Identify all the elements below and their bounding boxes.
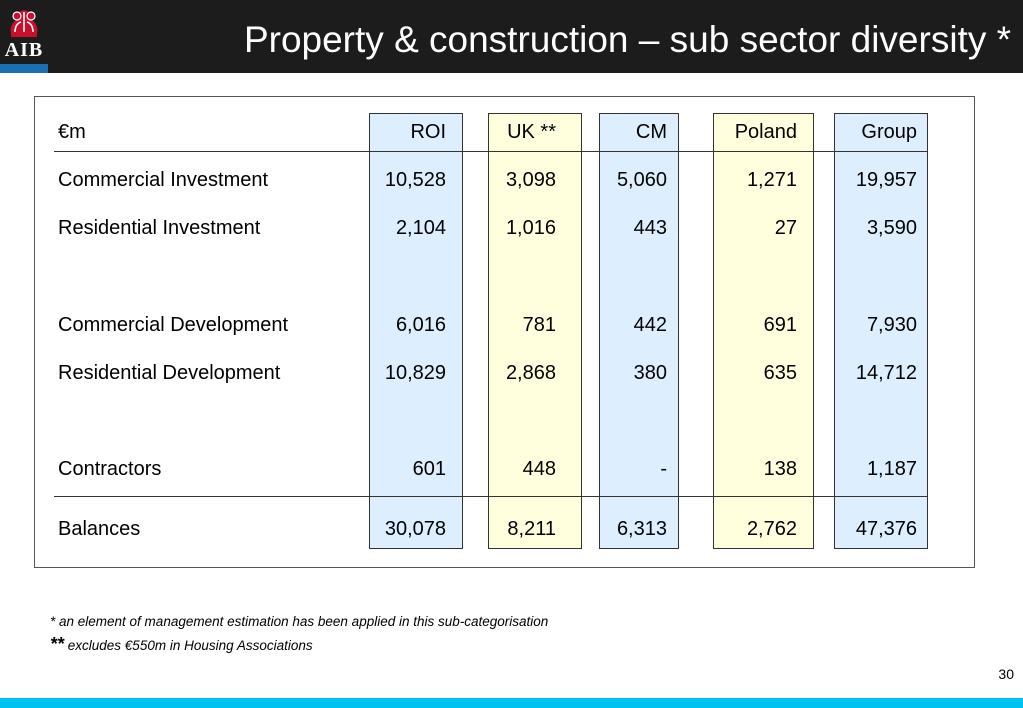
total-cell: 6,313: [616, 518, 667, 540]
table-cell: 1,271: [746, 169, 797, 191]
table-cell: 5,060: [616, 169, 667, 191]
column-header-uk: UK **: [507, 121, 556, 143]
total-divider: [54, 496, 928, 497]
column-highlight-roi: [369, 113, 463, 549]
table-cell: 443: [633, 217, 667, 239]
table-cell: 14,712: [855, 362, 917, 384]
page-number: 30: [998, 666, 1014, 682]
column-header-group: Group: [861, 121, 917, 143]
table-frame: [34, 96, 975, 568]
table-cell: 2,104: [395, 217, 446, 239]
table-cell: -: [660, 458, 667, 480]
total-cell: 30,078: [384, 518, 446, 540]
table-cell: 10,528: [384, 169, 446, 191]
table-cell: 448: [522, 458, 556, 480]
table-cell: 7,930: [866, 314, 917, 336]
row-label: Contractors: [58, 458, 162, 480]
column-header-cm: CM: [635, 121, 667, 143]
logo-text: AIB: [4, 39, 44, 61]
table-cell: 3,098: [505, 169, 556, 191]
page-title: Property & construction – sub sector div…: [243, 19, 1011, 60]
table-cell: 601: [412, 458, 446, 480]
table-cell: 6,016: [395, 314, 446, 336]
table-cell: 442: [633, 314, 667, 336]
slide-header: AIB Property & construction – sub sector…: [0, 0, 1023, 73]
footnote-estimation: * an element of management estimation ha…: [50, 614, 549, 629]
column-highlight-cm: [599, 113, 679, 549]
total-cell: 8,211: [507, 518, 556, 540]
row-label: Residential Investment: [58, 217, 261, 239]
table-cell: 635: [763, 362, 797, 384]
table-cell: 138: [763, 458, 797, 480]
table-cell: 19,957: [855, 169, 917, 191]
row-label: Residential Development: [58, 362, 281, 384]
header-divider: [54, 151, 928, 152]
table-cell: 3,590: [866, 217, 917, 239]
column-highlight-poland: [713, 113, 814, 549]
total-cell: 47,376: [855, 518, 917, 540]
footnote-marker: **: [50, 634, 65, 654]
table-cell: 1,016: [505, 217, 556, 239]
column-header-roi: ROI: [410, 121, 446, 143]
table-cell: 691: [763, 314, 797, 336]
column-header-poland: Poland: [734, 121, 797, 143]
footnote-housing: ** excludes €550m in Housing Association…: [50, 634, 313, 655]
table-cell: 10,829: [384, 362, 446, 384]
unit-label: €m: [58, 121, 86, 143]
footnote-housing-text: excludes €550m in Housing Associations: [64, 638, 313, 653]
logo-stripe: [0, 64, 48, 73]
row-label: Commercial Development: [58, 314, 289, 336]
table-cell: 380: [633, 362, 667, 384]
table-cell: 27: [774, 217, 797, 239]
column-highlight-uk: [488, 113, 582, 549]
aib-logo: AIB: [0, 0, 48, 73]
table-cell: 1,187: [866, 458, 917, 480]
ark-emblem-icon: [10, 10, 38, 37]
row-label: Commercial Investment: [58, 169, 269, 191]
bottom-accent-bar: [0, 698, 1023, 708]
total-cell: 2,762: [746, 518, 797, 540]
table-cell: 781: [522, 314, 556, 336]
total-label: Balances: [58, 518, 141, 540]
column-highlight-group: [834, 113, 928, 549]
table-cell: 2,868: [505, 362, 556, 384]
